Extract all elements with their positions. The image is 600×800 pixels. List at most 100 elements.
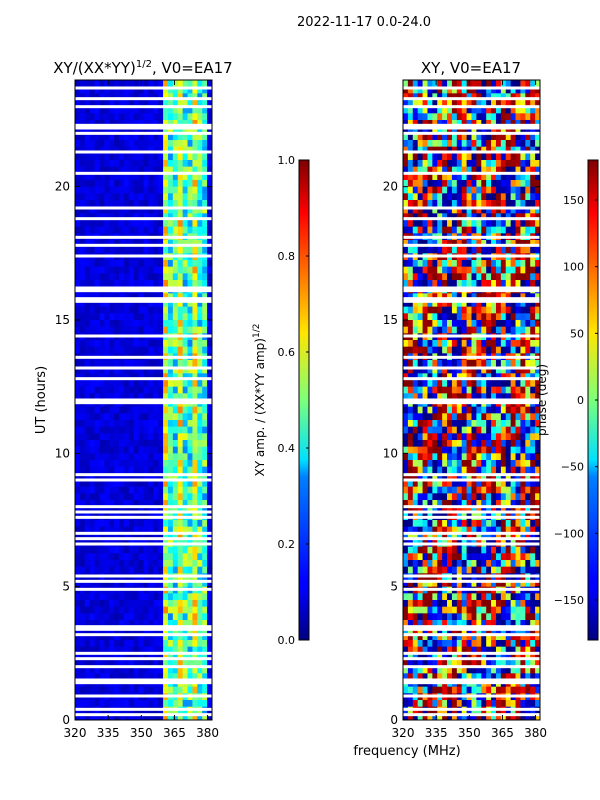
heatmap-cell [515,420,522,428]
heatmap-cell [520,440,526,448]
heatmap-cell [407,206,414,214]
heatmap-cell [89,266,96,274]
data-gap [75,657,212,661]
heatmap-cell [535,80,540,88]
heatmap-cell [417,580,424,588]
heatmap-cell [99,560,105,568]
heatmap-cell [119,213,125,221]
heatmap-cell [197,433,203,441]
heatmap-cell [510,560,517,568]
heatmap-cell [491,180,497,188]
heatmap-cell [99,393,105,401]
heatmap-cell [197,473,203,481]
heatmap-cell [202,666,208,674]
heatmap-cell [461,393,468,401]
heatmap-cell [123,220,130,228]
heatmap-cell [75,280,81,288]
heatmap-cell [187,373,194,381]
heatmap-cell [99,300,105,308]
heatmap-cell [197,553,203,561]
heatmap-cell [79,93,86,101]
heatmap-cell [461,580,468,588]
heatmap-cell [187,566,194,574]
heatmap-cell [466,373,473,381]
heatmap-cell [471,480,477,488]
heatmap-cell [427,326,433,334]
heatmap-cell [417,373,424,381]
heatmap-cell [99,533,105,541]
heatmap-cell [75,460,81,468]
heatmap-cell [525,106,531,114]
heatmap-cell [403,133,409,141]
heatmap-cell [476,406,482,414]
heatmap-cell [202,153,208,161]
heatmap-cell [172,480,179,488]
heatmap-cell [491,240,497,248]
heatmap-cell [172,580,179,588]
heatmap-cell [158,200,164,208]
heatmap-cell [133,673,140,681]
heatmap-cell [172,293,179,301]
heatmap-cell [202,393,208,401]
heatmap-cell [148,666,154,674]
heatmap-cell [158,640,164,648]
heatmap-cell [119,493,125,501]
heatmap-cell [177,113,184,121]
heatmap-cell [187,500,194,508]
heatmap-cell [94,493,101,501]
heatmap-cell [163,133,169,141]
heatmap-cell [437,166,443,174]
heatmap-cell [456,153,463,161]
heatmap-cell [437,480,443,488]
heatmap-cell [128,453,135,461]
heatmap-cell [447,266,453,274]
heatmap-cell [167,93,174,101]
heatmap-cell [119,340,125,348]
heatmap-cell [153,86,159,94]
heatmap-cell [447,200,453,208]
heatmap-cell [148,460,154,468]
heatmap-cell [505,440,512,448]
heatmap-cell [133,366,140,374]
heatmap-cell [143,280,149,288]
heatmap-cell [138,413,145,421]
heatmap-cell [197,526,203,534]
heatmap-cell [447,213,453,221]
heatmap-cell [148,653,154,661]
heatmap-cell [520,506,526,514]
heatmap-cell [432,593,438,601]
heatmap-cell [148,426,154,434]
heatmap-cell [486,446,492,454]
heatmap-cell [515,486,522,494]
heatmap-cell [447,340,453,348]
heatmap-cell [89,340,96,348]
heatmap-cell [500,326,507,334]
heatmap-cell [515,533,522,541]
heatmap-cell [84,580,91,588]
heatmap-cell [422,546,429,554]
heatmap-cell [422,306,429,314]
heatmap-cell [515,133,522,141]
heatmap-cell [182,260,189,268]
heatmap-cell [207,466,212,474]
heatmap-cell [167,633,174,641]
heatmap-cell [530,480,536,488]
heatmap-cell [461,260,468,268]
heatmap-cell [99,713,105,720]
heatmap-cell [123,413,130,421]
heatmap-cell [486,593,492,601]
heatmap-cell [442,160,448,168]
heatmap-cell [495,480,502,488]
heatmap-cell [466,453,473,461]
heatmap-cell [491,166,497,174]
heatmap-cell [456,293,463,301]
heatmap-cell [447,113,453,121]
heatmap-cell [417,80,424,88]
heatmap-cell [461,366,468,374]
heatmap-cell [79,520,86,528]
heatmap-cell [84,306,91,314]
heatmap-cell [133,533,140,541]
heatmap-cell [79,380,86,388]
heatmap-cell [491,373,497,381]
heatmap-cell [207,213,212,221]
